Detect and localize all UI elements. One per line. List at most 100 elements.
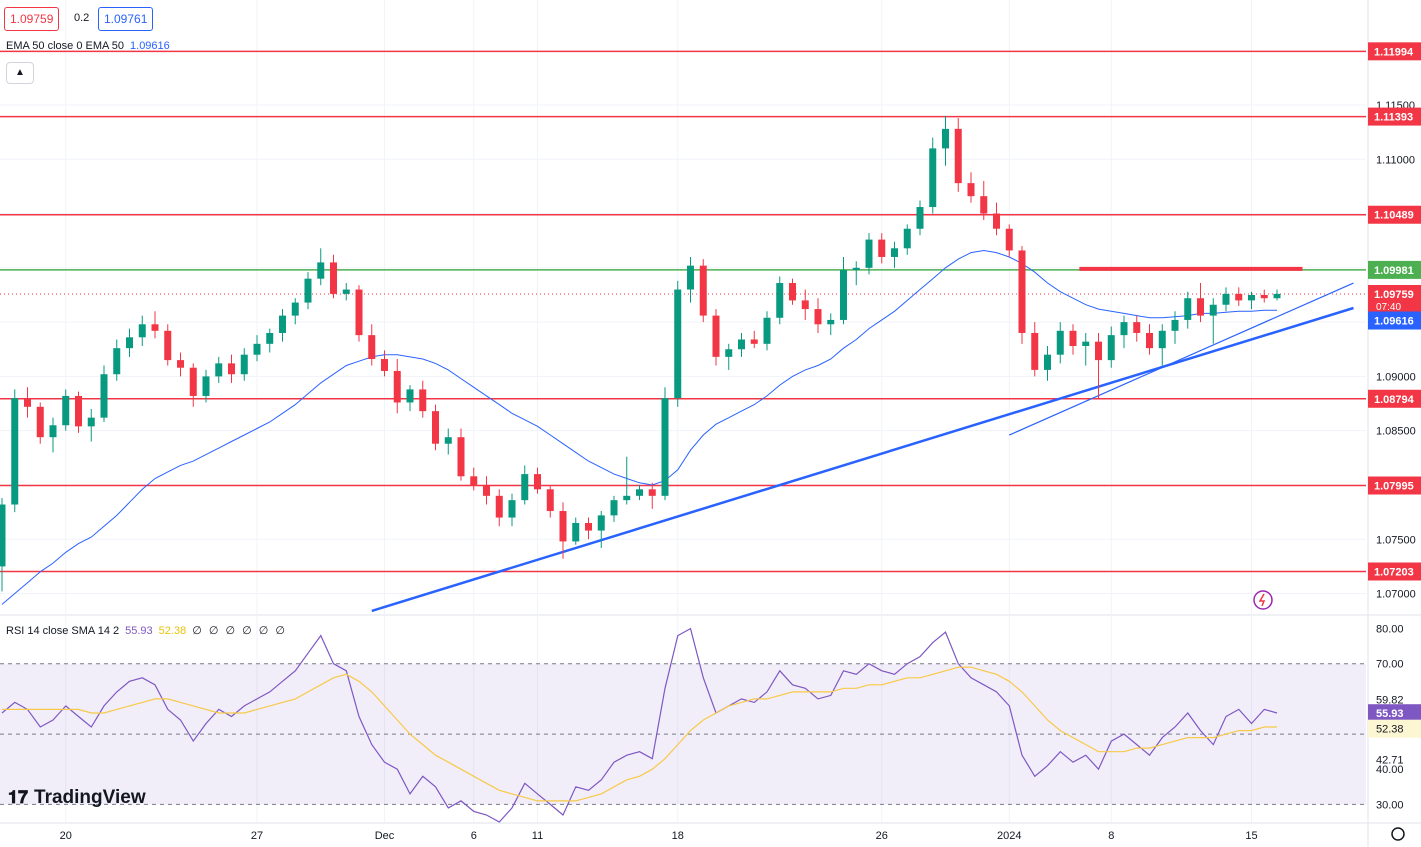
candle-body xyxy=(189,367,197,396)
candle xyxy=(801,289,809,320)
candle-body xyxy=(1056,330,1064,355)
candle-body xyxy=(738,339,745,350)
rsi-legend-placeholders: ∅ ∅ ∅ ∅ ∅ ∅ xyxy=(192,625,287,637)
candle-body xyxy=(929,148,937,208)
candle xyxy=(623,456,631,505)
candle-body xyxy=(1005,228,1013,251)
level-price-tag xyxy=(1368,389,1421,408)
candle xyxy=(687,256,694,303)
candle xyxy=(1044,346,1051,381)
candle-body xyxy=(903,228,911,249)
candle-body xyxy=(444,437,452,444)
level-price-tag xyxy=(1368,260,1421,279)
ema-price-tag xyxy=(1368,311,1421,330)
candle xyxy=(508,493,516,527)
candle xyxy=(253,335,261,362)
candle xyxy=(891,241,898,268)
trendline xyxy=(1009,282,1354,436)
candle xyxy=(240,348,248,381)
candle-body xyxy=(49,425,57,438)
candle-body xyxy=(164,330,172,361)
candle xyxy=(776,276,784,325)
candle xyxy=(534,467,541,494)
candle xyxy=(100,365,108,422)
rsi-tick-label: 42.71 xyxy=(1376,755,1404,767)
current-price-label: 1.09759 xyxy=(1374,289,1414,301)
candle xyxy=(699,259,707,323)
candle xyxy=(406,385,414,412)
rsi-sma-value-tag xyxy=(1368,719,1421,738)
candle xyxy=(457,428,465,481)
candle xyxy=(980,180,988,221)
candle xyxy=(1107,326,1115,368)
rsi-legend[interactable]: RSI 14 close SMA 14 2 55.93 52.38 ∅ ∅ ∅ ∅ ∅… xyxy=(6,624,287,637)
candle xyxy=(1209,298,1217,344)
candle xyxy=(381,350,388,377)
candle xyxy=(993,202,1000,236)
brand-name: TradingView xyxy=(34,787,146,808)
candle-body xyxy=(942,128,949,149)
candle-body xyxy=(840,270,847,320)
candle-body xyxy=(240,354,248,375)
candle xyxy=(36,402,44,444)
rsi-sma-line xyxy=(2,666,1277,802)
ema-legend[interactable]: EMA 50 close 0 EMA 50 1.09616 xyxy=(6,40,170,52)
candle-body xyxy=(1235,293,1243,301)
candle-body xyxy=(508,500,516,518)
bid-price-box[interactable]: 1.09759 xyxy=(4,7,60,31)
time-tick-label: Dec xyxy=(375,830,395,842)
price-tick-label: 1.11000 xyxy=(1376,154,1415,166)
candle-body xyxy=(1107,335,1115,361)
ask-price-box[interactable]: 1.09761 xyxy=(98,7,154,31)
candle xyxy=(419,380,427,418)
candle xyxy=(610,495,618,522)
candle xyxy=(661,387,669,501)
candle-body xyxy=(610,500,618,516)
gear-icon xyxy=(1391,827,1405,841)
candle xyxy=(87,408,95,442)
candle xyxy=(1184,291,1192,329)
candle-body xyxy=(1095,341,1102,361)
candle xyxy=(942,115,949,166)
candle-body xyxy=(801,300,809,310)
ema-legend-value: 1.09616 xyxy=(130,40,170,52)
candle-body xyxy=(687,265,694,290)
candle xyxy=(11,389,19,513)
tradingview-logo[interactable]: 𝟏𝟕 TradingView xyxy=(8,787,146,809)
candle xyxy=(444,428,452,455)
price-tick-label: 1.09000 xyxy=(1376,371,1416,383)
candle-body xyxy=(1082,341,1090,346)
candle-body xyxy=(62,395,70,426)
candle-body xyxy=(1158,330,1166,349)
candle-body xyxy=(1018,250,1026,333)
candle-body xyxy=(1031,332,1039,370)
candle xyxy=(228,354,235,383)
candle xyxy=(1248,291,1255,310)
level-price-label: 1.07995 xyxy=(1374,481,1414,493)
candle xyxy=(1095,332,1102,399)
rsi-tick-label: 59.82 xyxy=(1376,695,1404,707)
rsi-tick-label: 70.00 xyxy=(1376,659,1404,671)
level-price-label: 1.07203 xyxy=(1374,567,1414,579)
collapse-legend-button[interactable]: ▲ xyxy=(6,62,34,84)
candle-body xyxy=(1222,293,1230,305)
candle xyxy=(559,502,567,559)
candle-body xyxy=(521,474,529,501)
candle xyxy=(865,233,873,275)
candle-body xyxy=(1273,293,1281,299)
candle-body xyxy=(1184,298,1192,320)
candle xyxy=(1133,315,1141,342)
candle-body xyxy=(993,213,1000,229)
rsi-value-label: 55.93 xyxy=(1376,708,1404,720)
current-price-tag xyxy=(1368,284,1421,313)
candle-body xyxy=(1209,304,1217,316)
time-tick-label: 26 xyxy=(876,830,888,842)
candle xyxy=(151,311,159,339)
candle xyxy=(1082,332,1090,366)
candle-body xyxy=(279,315,286,333)
candle-body xyxy=(75,395,82,427)
candle xyxy=(1069,324,1077,355)
candle-body xyxy=(597,515,605,531)
candle xyxy=(1120,315,1128,349)
